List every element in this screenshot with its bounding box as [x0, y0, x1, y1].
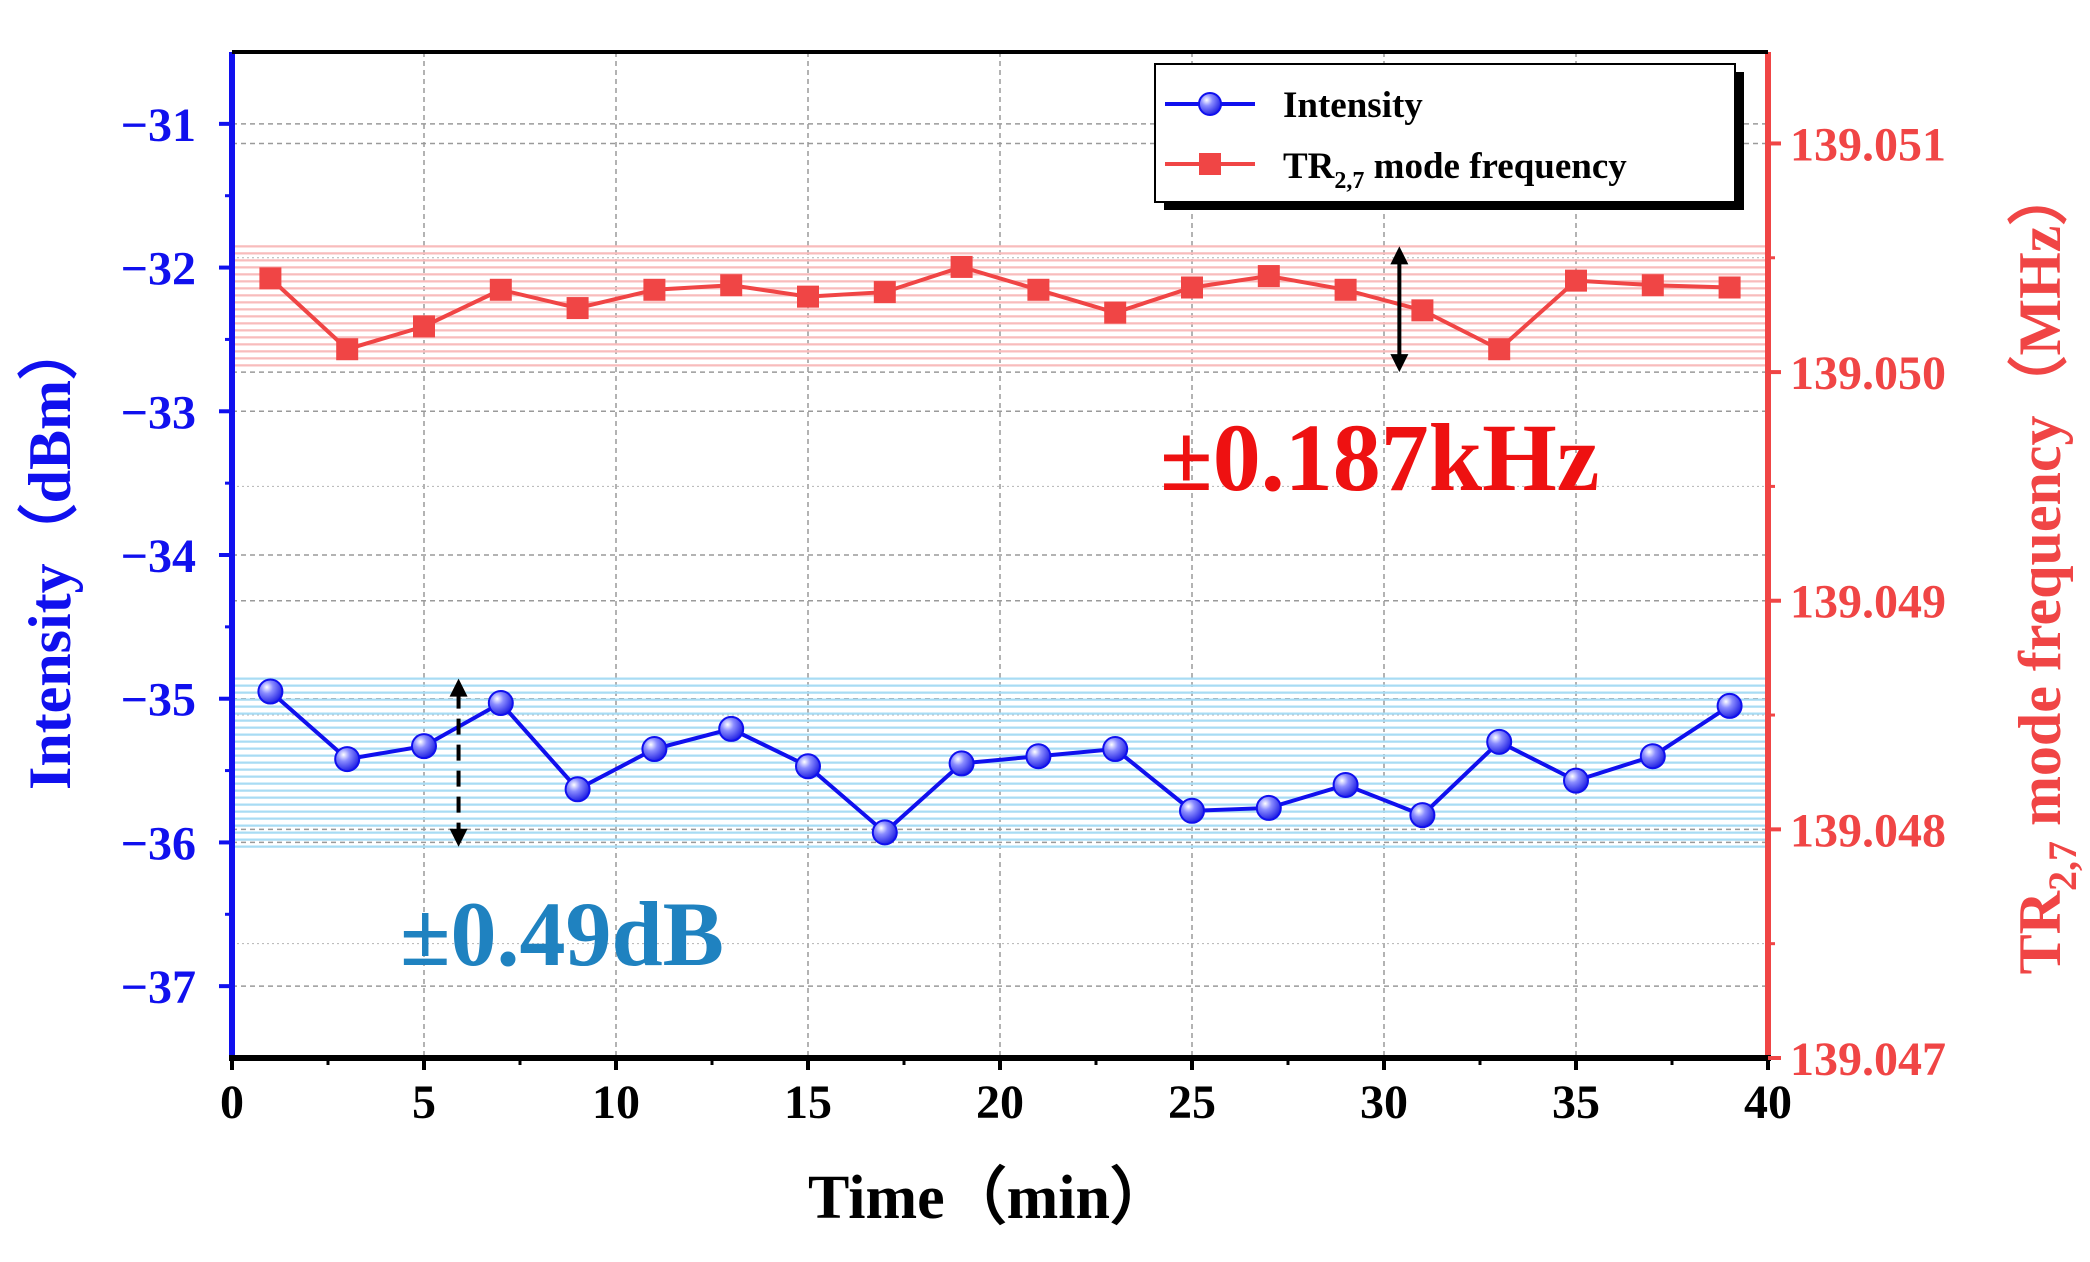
- intensity-point: [257, 678, 284, 705]
- intensity-point: [334, 746, 361, 773]
- x-tick-label: 40: [1744, 1076, 1792, 1129]
- x-tick-label: 5: [412, 1076, 436, 1129]
- right-tick-label: 139.047: [1790, 1033, 1946, 1086]
- annotations: ±0.187kHz ±0.49dB: [400, 246, 1599, 985]
- x-tick-label: 25: [1168, 1076, 1216, 1129]
- x-tick-label: 10: [592, 1076, 640, 1129]
- frequency-point: [1565, 269, 1587, 292]
- right-tick-label: 139.051: [1790, 118, 1946, 171]
- frequency-point: [873, 281, 896, 304]
- right-axis-title-subscript: 2,7: [2040, 841, 2085, 891]
- left-tick-label: −33: [121, 386, 196, 439]
- frequency-point: [1641, 274, 1664, 297]
- arrow-head-up: [1390, 246, 1409, 265]
- intensity-point: [795, 753, 821, 780]
- intensity-point: [411, 733, 437, 760]
- frequency-point: [1181, 276, 1203, 299]
- series: [257, 255, 1743, 846]
- right-axis-title: TR2,7 mode frequency（MHz）: [2006, 166, 2085, 975]
- intensity-point: [564, 776, 591, 803]
- right-tick-label: 139.049: [1790, 576, 1946, 629]
- left-axis-title: Intensity（dBm）: [16, 320, 83, 790]
- right-axis-title-part: mode frequency（MHz）: [2006, 166, 2073, 841]
- intensity-point: [1486, 728, 1513, 755]
- frequency-point: [950, 255, 973, 278]
- bands: [232, 245, 1768, 848]
- intensity-stability-label: ±0.49dB: [400, 883, 724, 985]
- intensity-point: [718, 715, 745, 742]
- intensity-point: [871, 819, 898, 846]
- left-tick-label: −32: [121, 243, 196, 296]
- frequency-point: [1027, 278, 1050, 301]
- frequency-stability-label: ±0.187kHz: [1160, 404, 1599, 511]
- left-tick-label: −31: [121, 99, 196, 152]
- frequency-range-arrow: [1390, 246, 1409, 373]
- frequency-point: [336, 338, 359, 361]
- right-tick-label: 139.050: [1790, 347, 1946, 400]
- legend-frequency-marker: [1199, 153, 1221, 175]
- legend-intensity-marker: [1198, 92, 1222, 116]
- frequency-point: [566, 297, 589, 320]
- frequency-point: [720, 274, 743, 297]
- intensity-point: [641, 736, 668, 763]
- right-axis-title-part: TR: [2007, 890, 2073, 974]
- intensity-point: [1409, 802, 1436, 829]
- intensity-point: [1639, 743, 1666, 770]
- frequency-point: [489, 278, 512, 301]
- frequency-point: [1257, 265, 1280, 288]
- x-tick-label: 20: [976, 1076, 1024, 1129]
- legend: Intensity TR2,7 mode frequency: [1154, 63, 1744, 210]
- x-tick-label: 0: [220, 1076, 244, 1129]
- frequency-point: [1488, 338, 1511, 361]
- x-tick-label: 15: [784, 1076, 832, 1129]
- frequency-point: [413, 315, 435, 338]
- frequency-point: [643, 278, 666, 301]
- axes: 0 5 10 15 20 25 30 35 40 Time（min） −31 −32 −33 −34 −35…: [16, 50, 2085, 1232]
- legend-intensity-label: Intensity: [1283, 85, 1423, 126]
- intensity-point: [1179, 797, 1205, 824]
- frequency-point: [259, 267, 282, 290]
- intensity-point: [1563, 767, 1589, 794]
- series-1-line: [269, 264, 1730, 352]
- left-tick-label: −35: [121, 674, 196, 727]
- arrow-head-down: [449, 828, 468, 847]
- frequency-point: [797, 285, 819, 308]
- intensity-point: [948, 750, 975, 777]
- intensity-point: [487, 690, 514, 717]
- intensity-point: [1102, 736, 1129, 763]
- intensity-range-arrow: [449, 678, 468, 847]
- left-tick-label: −34: [121, 530, 196, 583]
- x-tick-label: 35: [1552, 1076, 1600, 1129]
- x-tick-label: 30: [1360, 1076, 1408, 1129]
- x-axis-title: Time（min）: [808, 1162, 1172, 1232]
- right-tick-label: 139.048: [1790, 804, 1946, 857]
- intensity-point: [1716, 692, 1743, 719]
- intensity-point: [1025, 743, 1052, 770]
- series-0-line: [269, 690, 1731, 836]
- arrow-head-down: [1390, 354, 1409, 373]
- legend-frequency-label: TR2,7 mode frequency: [1283, 146, 1627, 194]
- intensity-point: [1332, 771, 1359, 798]
- left-tick-label: −37: [121, 961, 196, 1014]
- left-tick-label: −36: [121, 817, 196, 870]
- frequency-point: [1104, 301, 1127, 324]
- frequency-point: [1334, 278, 1357, 301]
- frequency-point: [1718, 276, 1741, 299]
- legend-box: [1154, 63, 1736, 203]
- frequency-point: [1411, 299, 1434, 322]
- arrow-head-up: [449, 678, 468, 697]
- intensity-point: [1255, 794, 1282, 821]
